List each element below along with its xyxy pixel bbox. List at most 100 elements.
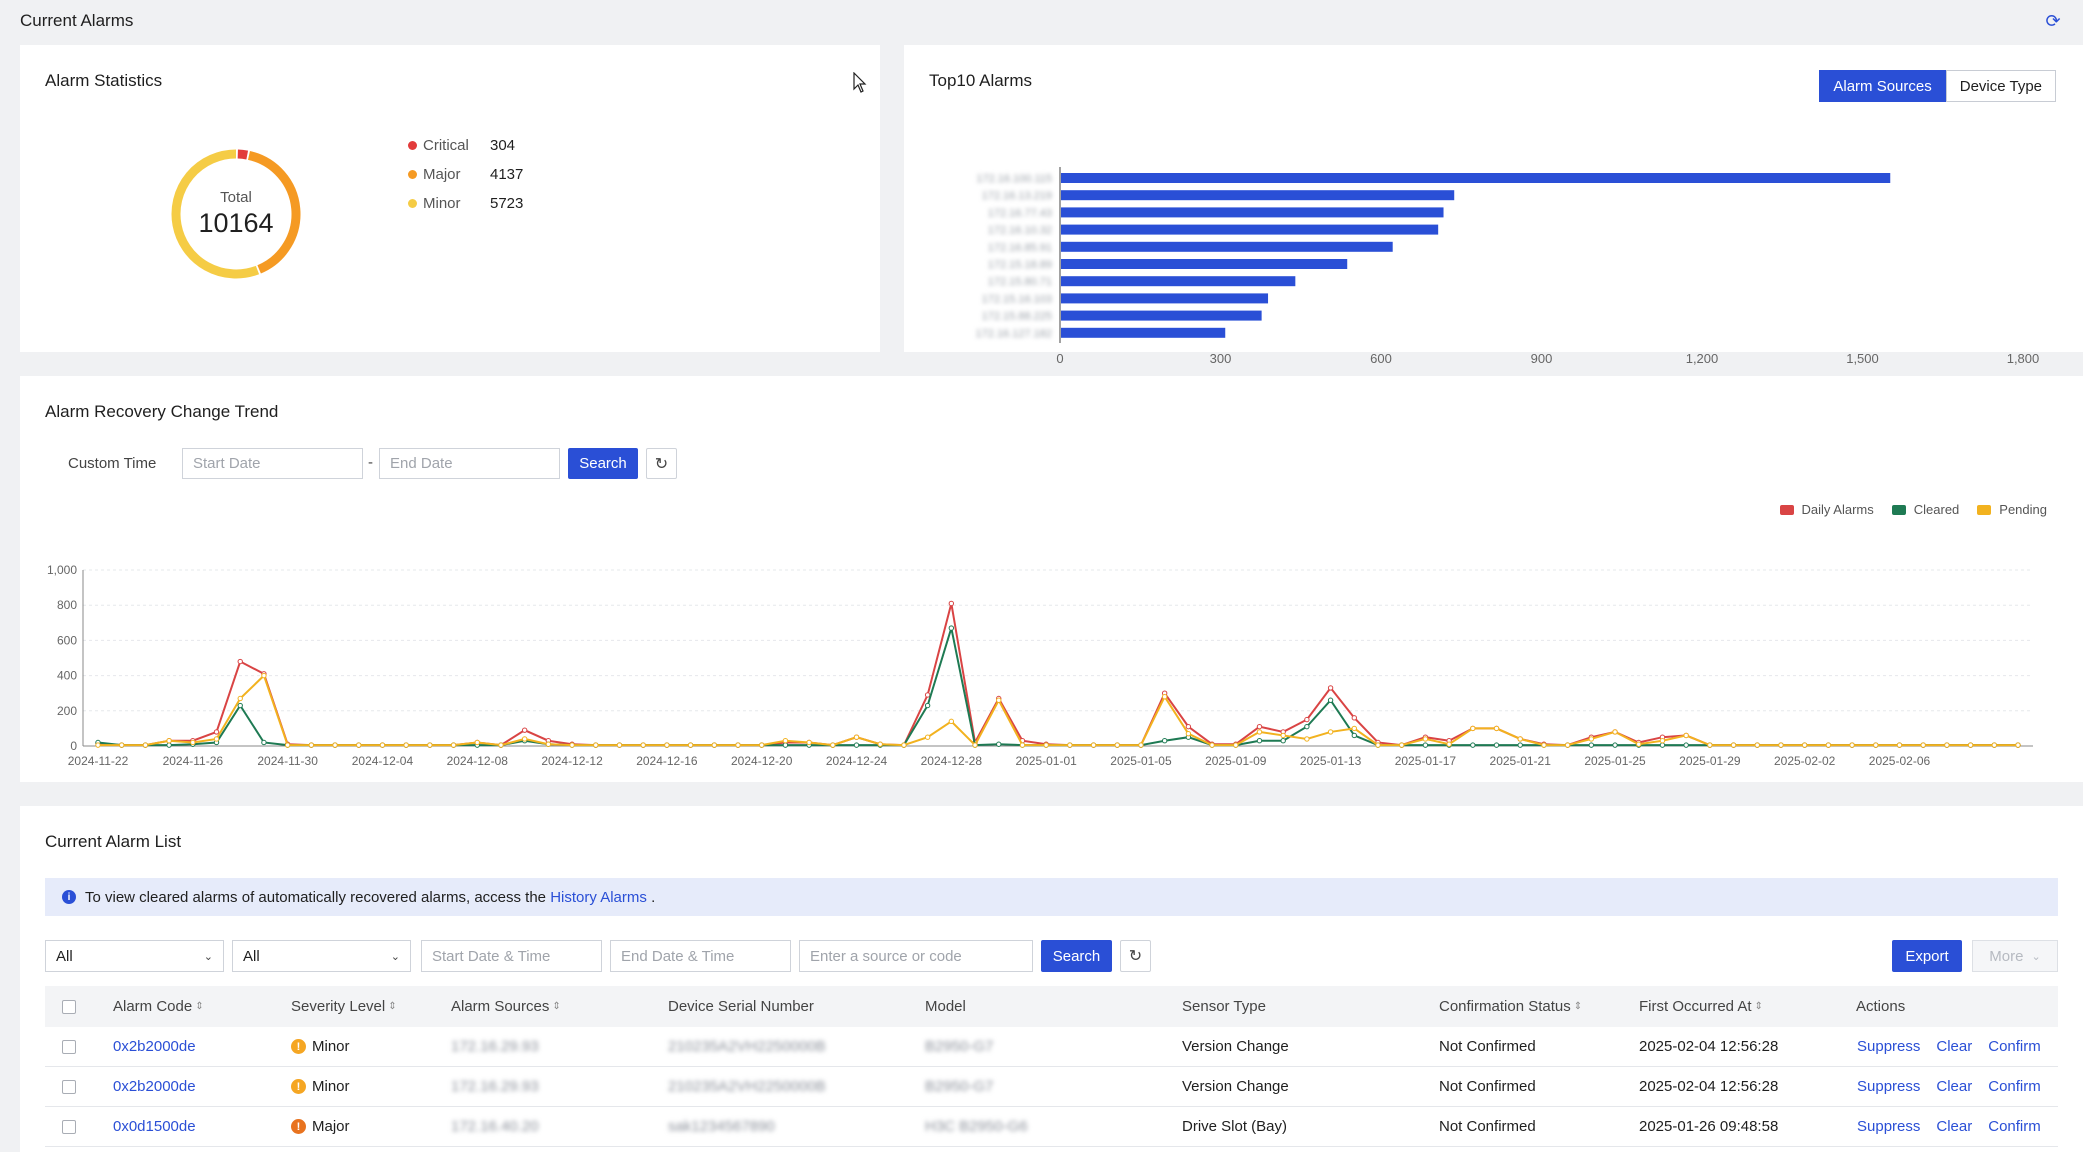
trend-point[interactable] — [1920, 742, 1926, 748]
trend-point[interactable] — [782, 742, 789, 748]
trend-point[interactable] — [1754, 742, 1760, 748]
trend-point[interactable] — [948, 625, 955, 631]
trend-point[interactable] — [1944, 742, 1950, 748]
trend-point[interactable] — [853, 734, 860, 740]
trend-point[interactable] — [2015, 742, 2021, 748]
trend-point[interactable] — [1351, 732, 1357, 739]
trend-point[interactable] — [1304, 736, 1310, 742]
col-severity-level[interactable]: Severity Level ⇕ — [291, 986, 397, 1027]
trend-point[interactable] — [356, 742, 362, 748]
clear-link[interactable]: Clear — [1936, 1038, 1973, 1055]
trend-point[interactable] — [403, 742, 409, 748]
tab-alarm-sources[interactable]: Alarm Sources — [1819, 70, 1946, 102]
trend-reset-button[interactable]: ↻ — [646, 448, 677, 479]
trend-point[interactable] — [1422, 736, 1429, 742]
donut-slice-critical[interactable] — [237, 149, 249, 160]
top10-bar[interactable] — [1061, 293, 1269, 304]
trend-point[interactable] — [284, 742, 291, 748]
trend-point[interactable] — [166, 742, 172, 748]
trend-point[interactable] — [190, 739, 196, 746]
end-date-input[interactable]: End Date — [379, 448, 560, 479]
trend-point[interactable] — [166, 738, 172, 744]
suppress-link[interactable]: Suppress — [1857, 1078, 1921, 1095]
trend-point[interactable] — [759, 742, 765, 748]
col-alarm-code[interactable]: Alarm Code ⇕ — [113, 986, 204, 1027]
trend-point[interactable] — [1517, 742, 1523, 748]
row-checkbox[interactable] — [62, 1119, 76, 1134]
trend-point[interactable] — [1636, 741, 1642, 747]
trend-point[interactable] — [1043, 742, 1049, 748]
trend-point[interactable] — [1019, 742, 1026, 748]
trend-point[interactable] — [1849, 742, 1855, 748]
source-search-input[interactable]: Enter a source or code — [799, 940, 1033, 972]
trend-point[interactable] — [1422, 742, 1429, 748]
trend-point[interactable] — [1588, 736, 1595, 742]
trend-point[interactable] — [450, 742, 457, 748]
top10-bar[interactable] — [1061, 207, 1444, 218]
trend-point[interactable] — [1683, 742, 1689, 748]
trend-point[interactable] — [261, 739, 267, 746]
confirm-link[interactable]: Confirm — [1988, 1118, 2041, 1135]
top10-bar[interactable] — [1061, 241, 1393, 252]
trend-point[interactable] — [1114, 742, 1120, 748]
trend-point[interactable] — [1327, 697, 1334, 703]
trend-point[interactable] — [1256, 729, 1263, 735]
status-filter-select[interactable]: All ⌄ — [232, 940, 411, 972]
trend-point[interactable] — [996, 741, 1002, 747]
trend-point[interactable] — [711, 742, 717, 748]
start-datetime-input[interactable]: Start Date & Time — [421, 940, 602, 972]
legend-pending[interactable]: Pending — [1977, 502, 2047, 517]
trend-point[interactable] — [640, 742, 646, 748]
trend-point[interactable] — [427, 742, 433, 748]
end-datetime-input[interactable]: End Date & Time — [610, 940, 791, 972]
trend-point[interactable] — [1778, 742, 1784, 748]
trend-point[interactable] — [332, 742, 338, 748]
trend-point[interactable] — [806, 739, 812, 746]
trend-point[interactable] — [1138, 742, 1144, 748]
trend-point[interactable] — [213, 729, 220, 735]
trend-point[interactable] — [1612, 729, 1618, 735]
clear-link[interactable]: Clear — [1936, 1118, 1973, 1135]
trend-point[interactable] — [616, 742, 623, 748]
suppress-link[interactable]: Suppress — [1857, 1118, 1921, 1135]
donut-slice-major[interactable] — [247, 151, 301, 274]
trend-point[interactable] — [379, 742, 386, 748]
trend-point[interactable] — [1873, 742, 1879, 748]
top10-bar[interactable] — [1061, 259, 1348, 269]
confirm-link[interactable]: Confirm — [1988, 1078, 2041, 1095]
trend-point[interactable] — [95, 742, 101, 748]
refresh-icon[interactable]: ⟳ — [2045, 10, 2061, 31]
trend-point[interactable] — [545, 741, 552, 747]
trend-point[interactable] — [830, 742, 836, 748]
trend-point[interactable] — [687, 742, 694, 748]
trend-point[interactable] — [1327, 729, 1334, 735]
trend-point[interactable] — [924, 734, 931, 740]
trend-point[interactable] — [924, 692, 931, 698]
trend-point[interactable] — [1612, 742, 1618, 748]
trend-point[interactable] — [1683, 732, 1689, 739]
top10-bar[interactable] — [1061, 173, 1891, 183]
trend-point[interactable] — [237, 695, 243, 702]
export-button[interactable]: Export — [1892, 940, 1962, 972]
trend-point[interactable] — [1470, 725, 1476, 732]
trend-point[interactable] — [261, 672, 267, 679]
donut-slice-minor[interactable] — [171, 149, 260, 279]
trend-point[interactable] — [664, 742, 670, 748]
trend-point[interactable] — [948, 718, 955, 725]
legend-cleared[interactable]: Cleared — [1891, 502, 1959, 517]
row-checkbox[interactable] — [62, 1039, 76, 1054]
top10-bar[interactable] — [1061, 327, 1226, 338]
trend-point[interactable] — [308, 742, 315, 748]
trend-point[interactable] — [1825, 742, 1832, 748]
trend-point[interactable] — [782, 738, 789, 744]
trend-point[interactable] — [735, 742, 741, 748]
trend-point[interactable] — [1256, 723, 1263, 730]
trend-point[interactable] — [877, 741, 883, 747]
trend-point[interactable] — [901, 742, 907, 748]
top10-bar[interactable] — [1061, 190, 1455, 201]
trend-point[interactable] — [1896, 742, 1903, 748]
severity-filter-select[interactable]: All ⌄ — [45, 940, 224, 972]
trend-point[interactable] — [1493, 725, 1500, 732]
trend-point[interactable] — [1446, 741, 1452, 747]
trend-point[interactable] — [1707, 742, 1713, 748]
